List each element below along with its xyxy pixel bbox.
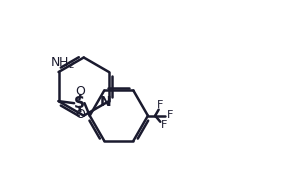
Text: F: F — [167, 110, 174, 120]
Text: N: N — [100, 95, 112, 109]
Text: F: F — [157, 100, 163, 110]
Text: F: F — [160, 120, 167, 130]
Text: S: S — [74, 96, 85, 111]
Text: O: O — [75, 85, 85, 98]
Text: NH$_2$: NH$_2$ — [50, 56, 75, 71]
Text: O: O — [75, 108, 85, 121]
